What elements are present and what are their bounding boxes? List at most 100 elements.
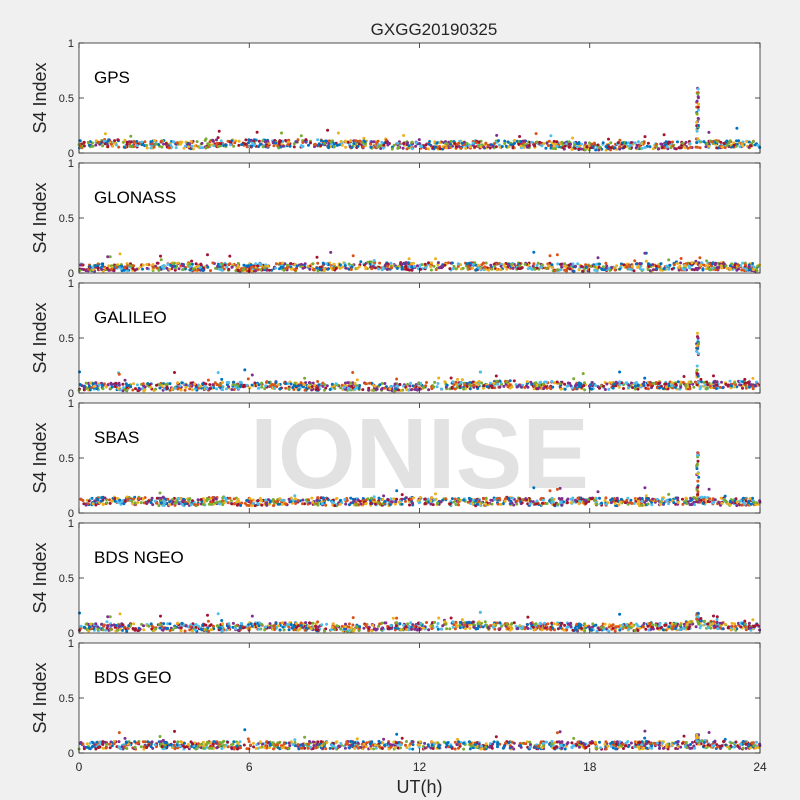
spike-point (696, 108, 700, 112)
data-point (683, 499, 687, 503)
data-point (447, 140, 451, 144)
data-point (272, 504, 275, 508)
data-point (435, 141, 439, 145)
data-point (247, 138, 251, 142)
data-point (165, 385, 169, 389)
data-point (274, 500, 278, 504)
data-point (432, 264, 436, 268)
data-point (336, 131, 340, 135)
data-point (510, 622, 513, 626)
data-point (361, 145, 365, 149)
data-point (397, 388, 400, 392)
data-point (714, 387, 718, 390)
data-point (106, 615, 110, 619)
data-point (106, 139, 110, 143)
data-point (369, 501, 373, 505)
y-tick-label: 0.5 (59, 333, 74, 345)
data-point (372, 259, 376, 262)
data-point (640, 503, 644, 507)
data-point (747, 385, 751, 389)
data-point (135, 144, 139, 148)
data-point (674, 382, 678, 386)
data-point (278, 262, 282, 265)
data-point (188, 262, 192, 266)
data-point (237, 139, 241, 143)
data-point (557, 497, 561, 500)
data-point (553, 269, 556, 273)
plot-area (79, 283, 760, 393)
data-point (199, 498, 203, 501)
data-point (743, 502, 747, 506)
data-point (613, 146, 617, 150)
data-point (719, 264, 723, 268)
data-point (627, 141, 630, 145)
data-point (558, 486, 562, 490)
data-point (610, 501, 613, 504)
data-point (505, 380, 509, 384)
data-point (413, 388, 417, 391)
data-point (670, 267, 674, 271)
data-point (665, 145, 669, 149)
spike-point (695, 99, 699, 103)
data-point (117, 381, 121, 385)
data-point (284, 502, 288, 506)
data-point (550, 263, 554, 267)
data-point (545, 380, 548, 384)
data-point (598, 145, 602, 149)
data-point (266, 144, 270, 148)
data-point (244, 138, 248, 142)
data-point (460, 618, 464, 622)
data-point (583, 381, 586, 385)
data-point (633, 141, 637, 145)
data-point (317, 383, 321, 387)
data-point (243, 501, 247, 505)
data-point (215, 387, 219, 391)
data-point (278, 387, 282, 391)
data-point (451, 380, 455, 384)
data-point (220, 388, 224, 392)
data-point (624, 265, 628, 269)
data-point (270, 383, 274, 386)
data-point (281, 140, 285, 143)
panel-label: SBAS (94, 428, 139, 447)
data-point (168, 382, 172, 386)
data-point (208, 383, 212, 387)
data-point (293, 494, 297, 498)
data-point (637, 499, 641, 503)
data-point (220, 268, 224, 272)
data-point (109, 381, 113, 385)
data-point (168, 267, 172, 271)
data-point (664, 385, 668, 389)
data-point (353, 387, 357, 391)
data-point (281, 265, 285, 269)
data-point (436, 146, 440, 150)
data-point (84, 503, 88, 507)
data-point (284, 382, 288, 385)
data-point (324, 139, 328, 143)
data-point (502, 263, 506, 267)
data-point (393, 382, 397, 386)
data-point (641, 268, 645, 272)
data-point (600, 268, 604, 271)
y-tick-label: 0.5 (59, 93, 74, 105)
data-point (221, 503, 225, 507)
data-point (193, 503, 197, 507)
data-point (577, 141, 581, 144)
data-point (320, 502, 324, 506)
data-point (409, 497, 413, 501)
data-point (361, 141, 364, 145)
data-point (637, 502, 641, 506)
data-point (646, 502, 650, 506)
figure-title: GXGG20190325 (371, 20, 498, 39)
data-point (430, 496, 434, 500)
data-point (743, 263, 747, 267)
data-point (440, 387, 444, 391)
data-point (359, 260, 363, 264)
data-point (91, 382, 95, 386)
data-point (105, 501, 109, 505)
data-point (373, 384, 377, 388)
data-point (256, 499, 260, 503)
data-point (707, 144, 711, 148)
data-point (452, 264, 456, 268)
